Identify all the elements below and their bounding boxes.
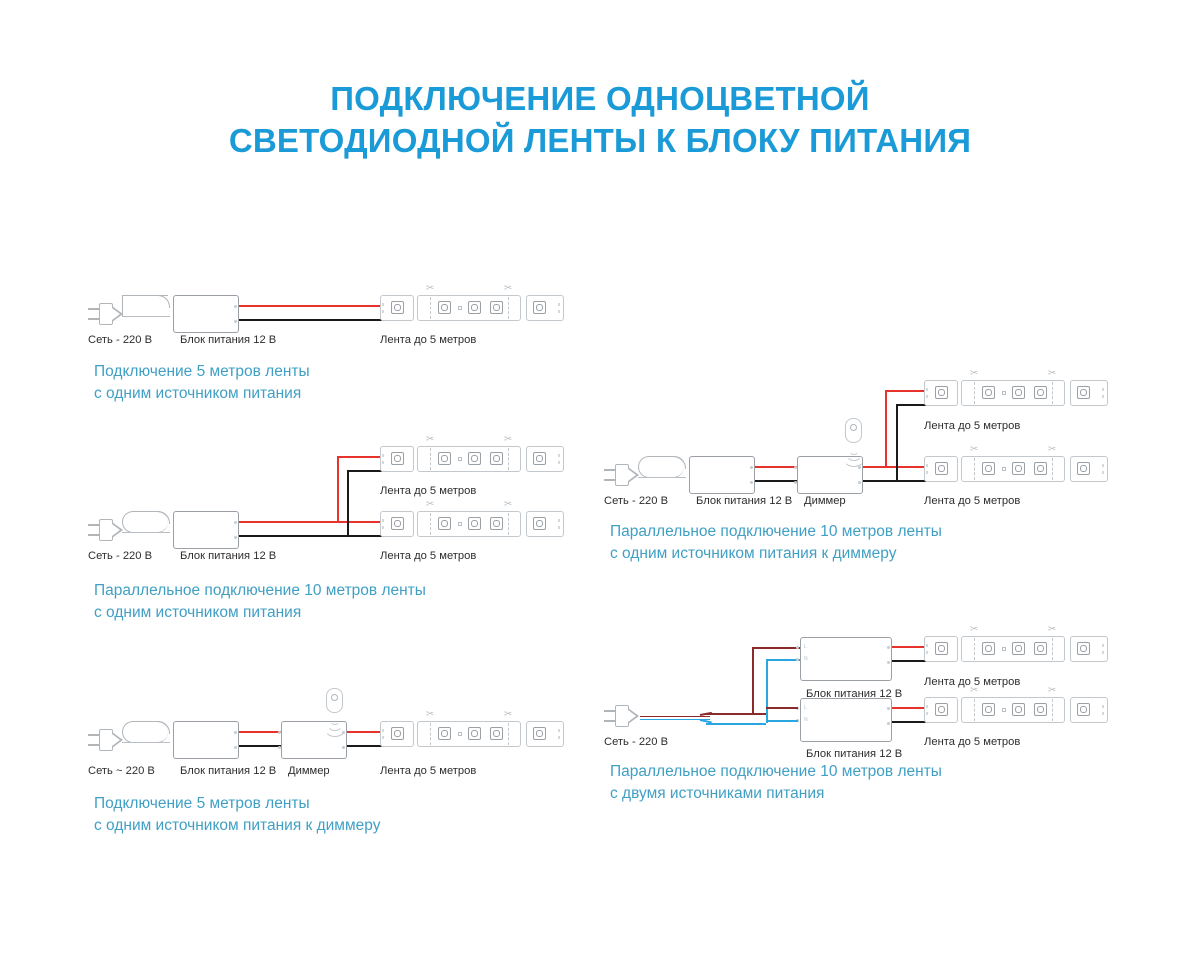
- diagram-caption: Подключение 5 метров ленты с одним источ…: [94, 361, 310, 405]
- wire-positive-branch: [337, 456, 382, 458]
- caption-line-1: Подключение 5 метров ленты: [94, 363, 310, 380]
- wire-positive-riser: [885, 390, 887, 468]
- led-strip: ✂ ✂: [924, 686, 1108, 723]
- mains-label: Сеть - 220 В: [604, 736, 669, 748]
- wire-live-branch: [752, 647, 800, 649]
- led-strip: ✂ ✂: [924, 445, 1108, 482]
- diagram-caption: Параллельное подключение 10 метров ленты…: [94, 580, 426, 624]
- wire-positive-out: [347, 731, 382, 733]
- wire-positive: [239, 305, 382, 307]
- wire-live-in: [766, 707, 798, 709]
- wire-neutral-bus: [706, 723, 766, 725]
- strip-label: Лента до 5 метров: [380, 550, 477, 562]
- caption-line-2: с одним источником питания к диммеру: [94, 817, 381, 834]
- caption-line-1: Параллельное подключение 10 метров ленты: [610, 763, 942, 780]
- dimmer-box: [281, 721, 347, 759]
- led-strip: ✂ ✂: [924, 625, 1108, 662]
- wire-negative: [892, 660, 926, 662]
- led-strip: ✂ ✂: [380, 284, 564, 321]
- wire-live-bus: [706, 713, 766, 715]
- psu-label: Блок питания 12 В: [806, 688, 903, 700]
- mains-label: Сеть ~ 220 В: [88, 765, 155, 777]
- mains-label: Сеть - 220 В: [604, 495, 669, 507]
- psu-label: Блок питания 12 В: [180, 550, 277, 562]
- wire-neutral-riser: [766, 659, 768, 723]
- dimmer-label: Диммер: [288, 765, 330, 777]
- wire-negative: [239, 535, 382, 537]
- wire-negative-out: [347, 745, 382, 747]
- strip-label: Лента до 5 метров: [924, 420, 1021, 432]
- caption-line-2: с двумя источниками питания: [610, 785, 825, 802]
- led-strip: ✂ ✂: [380, 500, 564, 537]
- strip-label: Лента до 5 метров: [380, 334, 477, 346]
- psu-label: Блок питания 12 В: [180, 765, 277, 777]
- caption-line-1: Параллельное подключение 10 метров ленты: [94, 582, 426, 599]
- page-title: ПОДКЛЮЧЕНИЕ ОДНОЦВЕТНОЙ СВЕТОДИОДНОЙ ЛЕН…: [0, 78, 1200, 162]
- diagram-caption: Параллельное подключение 10 метров ленты…: [610, 521, 942, 565]
- strip-label: Лента до 5 метров: [380, 485, 477, 497]
- wire-negative-branch: [896, 404, 926, 406]
- page-title-line-2: СВЕТОДИОДНОЙ ЛЕНТЫ К БЛОКУ ПИТАНИЯ: [228, 122, 972, 159]
- strip-label: Лента до 5 метров: [924, 676, 1021, 688]
- wire-negative: [239, 745, 281, 747]
- wire-positive-out: [863, 466, 926, 468]
- diagram-caption: Подключение 5 метров ленты с одним источ…: [94, 793, 380, 837]
- wire-neutral: [640, 718, 710, 721]
- wire-positive-riser: [337, 456, 339, 522]
- mains-label: Сеть - 220 В: [88, 334, 153, 346]
- wire-negative-branch: [347, 470, 382, 472]
- caption-line-2: с одним источником питания: [94, 604, 302, 621]
- wire-negative-out: [863, 480, 926, 482]
- wire-positive: [892, 707, 926, 709]
- psu-label: Блок питания 12 В: [180, 334, 277, 346]
- caption-line-1: Подключение 5 метров ленты: [94, 795, 310, 812]
- terminal-live-label: L: [804, 705, 807, 711]
- terminal-neutral-label: N: [804, 717, 808, 723]
- psu-label: Блок питания 12 В: [806, 748, 903, 760]
- wire-negative-riser: [347, 470, 349, 536]
- caption-line-2: с одним источником питания: [94, 385, 302, 402]
- wire-negative: [755, 480, 797, 482]
- wire-neutral-branch: [766, 659, 800, 661]
- wire-positive: [239, 521, 382, 523]
- caption-line-1: Параллельное подключение 10 метров ленты: [610, 523, 942, 540]
- power-supply-box: [689, 456, 755, 494]
- wire-negative-riser: [896, 404, 898, 482]
- power-supply-box: [173, 511, 239, 549]
- wire-positive: [755, 466, 797, 468]
- strip-label: Лента до 5 метров: [924, 495, 1021, 507]
- terminal-neutral-label: N: [804, 656, 808, 662]
- power-supply-box: [800, 698, 892, 742]
- wire-positive: [892, 646, 926, 648]
- caption-line-2: с одним источником питания к диммеру: [610, 545, 897, 562]
- wire-positive: [239, 731, 281, 733]
- page-title-line-1: ПОДКЛЮЧЕНИЕ ОДНОЦВЕТНОЙ: [330, 80, 870, 117]
- wire-live-riser: [752, 647, 754, 715]
- wire-negative: [239, 319, 382, 321]
- diagram-caption: Параллельное подключение 10 метров ленты…: [610, 761, 942, 805]
- led-strip: ✂ ✂: [924, 369, 1108, 406]
- power-supply-box: [173, 295, 239, 333]
- wire-positive-branch: [885, 390, 926, 392]
- psu-label: Блок питания 12 В: [696, 495, 793, 507]
- led-strip: ✂ ✂: [380, 435, 564, 472]
- strip-label: Лента до 5 метров: [380, 765, 477, 777]
- wire-negative: [892, 721, 926, 723]
- led-strip: ✂ ✂: [380, 710, 564, 747]
- mains-label: Сеть - 220 В: [88, 550, 153, 562]
- wire-live: [640, 715, 710, 718]
- strip-label: Лента до 5 метров: [924, 736, 1021, 748]
- power-supply-box: [173, 721, 239, 759]
- wire-neutral-in: [766, 720, 798, 722]
- dimmer-label: Диммер: [804, 495, 846, 507]
- power-supply-box: [800, 637, 892, 681]
- terminal-live-label: L: [804, 644, 807, 650]
